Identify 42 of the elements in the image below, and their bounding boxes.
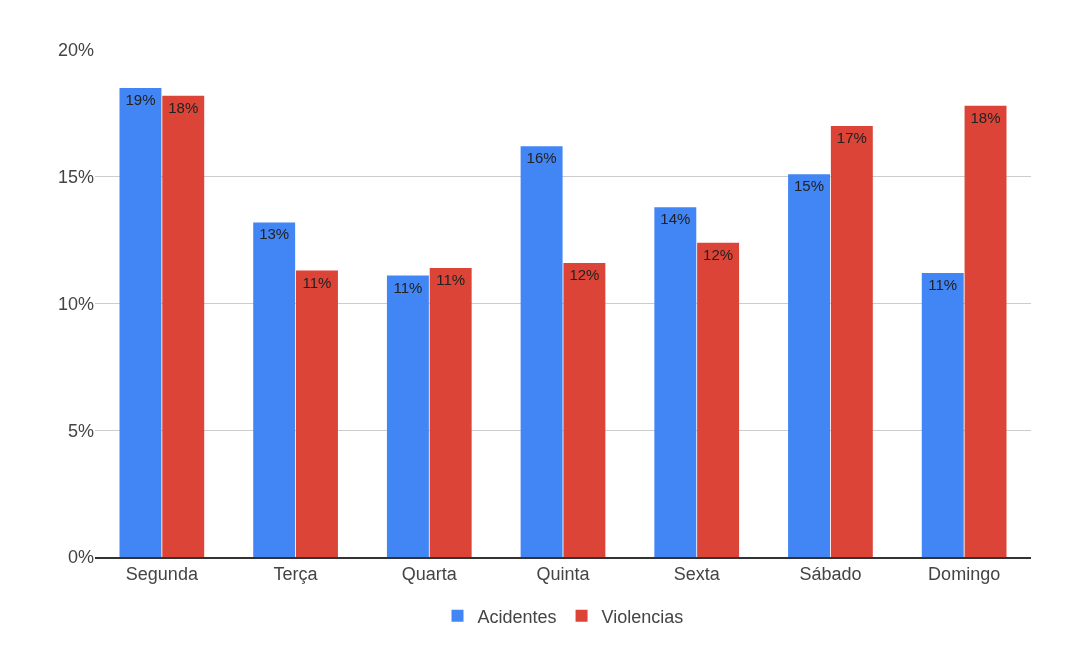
data-label: 11% (393, 278, 423, 296)
bar (921, 273, 964, 557)
bar (296, 270, 338, 557)
data-label: 11% (436, 271, 466, 289)
x-tick-label: Quarta (401, 564, 458, 585)
data-label: 12% (569, 265, 600, 283)
x-tick-label: Segunda (125, 564, 199, 585)
data-label: 14% (660, 210, 691, 228)
y-tick-label: 10% (57, 293, 94, 314)
data-label: 18% (168, 98, 199, 116)
y-tick-label: 5% (67, 420, 94, 441)
legend-label: Acidentes (477, 606, 557, 627)
x-tick-label: Terça (273, 564, 319, 585)
data-label: 17% (836, 129, 867, 147)
data-label: 18% (970, 108, 1001, 126)
y-tick-label: 20% (57, 40, 94, 61)
bar (253, 222, 296, 557)
legend-label: Violencias (601, 606, 684, 627)
bar (119, 88, 162, 557)
bar (697, 242, 740, 557)
bar (520, 146, 563, 557)
bar (386, 275, 429, 557)
data-label: 19% (125, 91, 156, 109)
x-tick-label: Domingo (928, 564, 1001, 585)
data-label: 11% (302, 273, 332, 291)
bar (788, 174, 830, 557)
x-tick-label: Quinta (536, 564, 591, 585)
y-tick-label: 0% (67, 547, 94, 568)
data-label: 11% (928, 276, 958, 294)
data-label: 13% (259, 225, 290, 243)
bar (654, 207, 697, 557)
bar (964, 105, 1007, 557)
data-label: 12% (703, 245, 734, 263)
bar (429, 268, 472, 557)
x-tick-label: Sexta (673, 564, 721, 585)
y-tick-label: 15% (57, 167, 94, 188)
data-label: 15% (794, 177, 825, 195)
bar (830, 126, 873, 557)
x-tick-label: Sábado (799, 564, 862, 585)
bar (563, 262, 606, 557)
bar (162, 95, 205, 557)
data-label: 16% (526, 149, 557, 167)
